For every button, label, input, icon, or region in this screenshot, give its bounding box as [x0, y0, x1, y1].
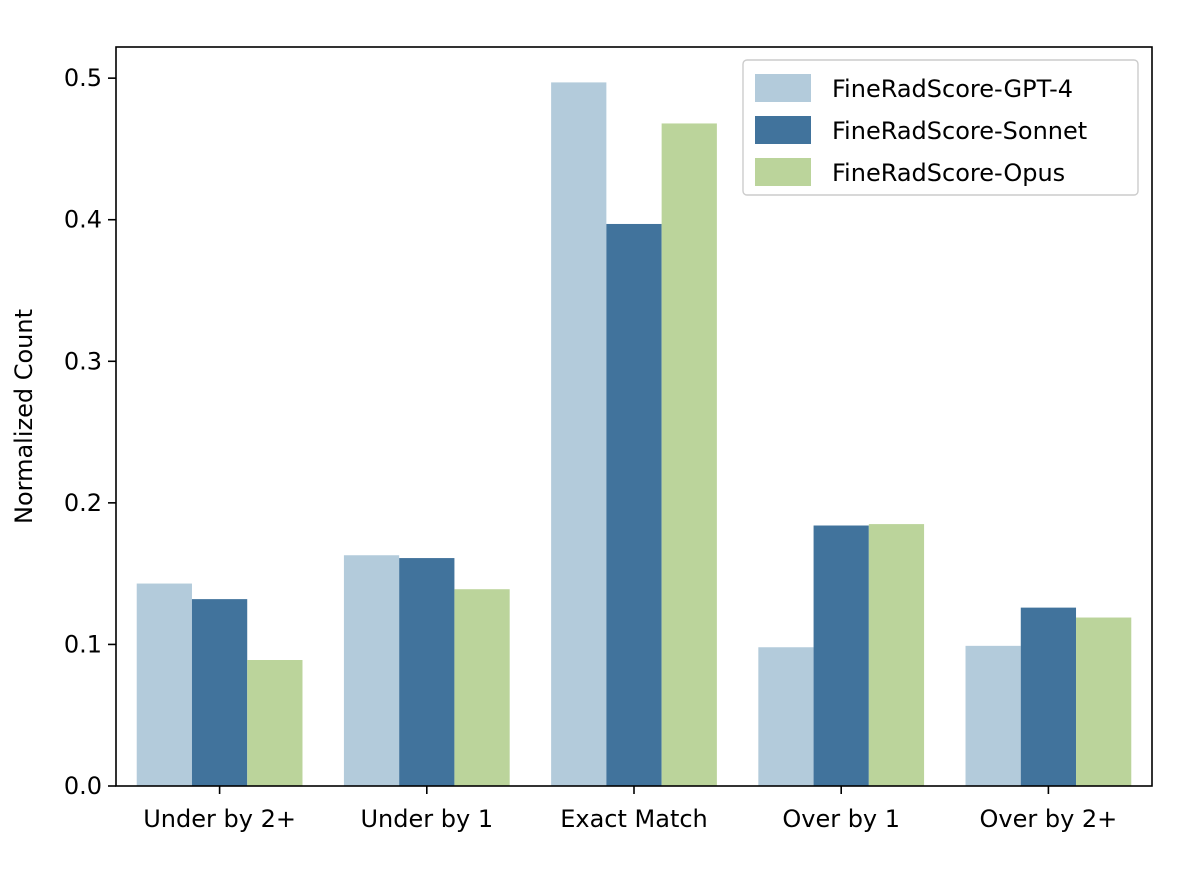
y-tick-label: 0.3 [64, 347, 102, 375]
legend-label: FineRadScore-GPT-4 [832, 75, 1073, 103]
x-tick-label: Under by 2+ [143, 805, 296, 833]
bar-1-0 [192, 599, 247, 786]
x-tick-label: Under by 1 [360, 805, 493, 833]
y-axis: 0.0 0.1 0.2 0.3 0.4 0.5 [64, 64, 116, 800]
bar-2-1 [454, 589, 509, 786]
bar-0-0 [137, 584, 192, 786]
bar-1-1 [399, 558, 454, 786]
bar-2-0 [247, 660, 302, 786]
legend-label: FineRadScore-Sonnet [832, 117, 1087, 145]
y-tick-label: 0.0 [64, 772, 102, 800]
bar-0-1 [344, 555, 399, 786]
bar-2-4 [1076, 618, 1131, 786]
legend-swatch [755, 158, 811, 186]
bar-2-3 [869, 524, 924, 786]
y-tick-label: 0.1 [64, 630, 102, 658]
bar-1-4 [1021, 608, 1076, 786]
bar-1-3 [814, 526, 869, 786]
bar-0-2 [551, 82, 606, 786]
bar-2-2 [662, 123, 717, 786]
legend-swatch [755, 116, 811, 144]
x-axis: Under by 2+ Under by 1 Exact Match Over by … [143, 786, 1117, 833]
bar-1-2 [606, 224, 661, 786]
bar-0-4 [966, 646, 1021, 786]
y-axis-label: Normalized Count [10, 309, 38, 524]
bar-0-3 [758, 647, 813, 786]
legend: FineRadScore-GPT-4 FineRadScore-Sonnet Fin… [743, 60, 1138, 195]
y-tick-label: 0.5 [64, 64, 102, 92]
legend-label: FineRadScore-Opus [832, 159, 1065, 187]
x-tick-label: Over by 2+ [979, 805, 1117, 833]
y-tick-label: 0.2 [64, 489, 102, 517]
x-tick-label: Exact Match [560, 805, 708, 833]
x-tick-label: Over by 1 [782, 805, 900, 833]
legend-swatch [755, 74, 811, 102]
y-tick-label: 0.4 [64, 206, 102, 234]
